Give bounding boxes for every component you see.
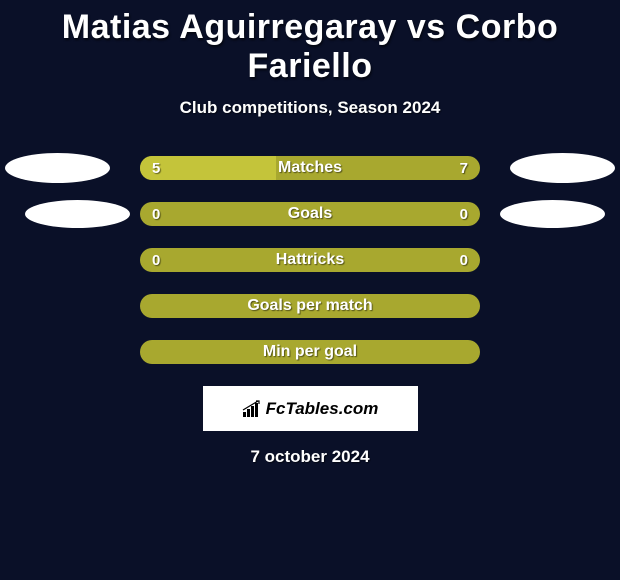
chart-icon <box>242 400 262 418</box>
stat-label: Goals per match <box>140 294 480 318</box>
source-logo: FcTables.com <box>203 386 418 431</box>
stat-row: 00Hattricks <box>0 248 620 272</box>
stat-row: Goals per match <box>0 294 620 318</box>
player1-avatar <box>25 200 130 228</box>
stat-label: Hattricks <box>140 248 480 272</box>
stat-label: Matches <box>140 156 480 180</box>
player1-name: Matias Aguirregaray <box>62 8 397 46</box>
player2-avatar <box>510 153 615 183</box>
stat-bar: 57Matches <box>140 156 480 180</box>
stat-bar: 00Goals <box>140 202 480 226</box>
stat-row: 00Goals <box>0 202 620 226</box>
stat-label: Min per goal <box>140 340 480 364</box>
subtitle: Club competitions, Season 2024 <box>0 98 620 118</box>
stat-row: 57Matches <box>0 156 620 180</box>
stat-bar: Min per goal <box>140 340 480 364</box>
player1-avatar <box>5 153 110 183</box>
stats-container: 57Matches 00Goals 00Hattricks Goals per mat… <box>0 156 620 364</box>
stat-row: Min per goal <box>0 340 620 364</box>
stat-bar: Goals per match <box>140 294 480 318</box>
player2-avatar <box>500 200 605 228</box>
stat-label: Goals <box>140 202 480 226</box>
stat-bar: 00Hattricks <box>140 248 480 272</box>
comparison-title: Matias Aguirregaray vs Corbo Fariello <box>0 0 620 86</box>
vs-text: vs <box>407 8 446 46</box>
logo-text: FcTables.com <box>266 399 379 419</box>
date-text: 7 october 2024 <box>0 447 620 467</box>
